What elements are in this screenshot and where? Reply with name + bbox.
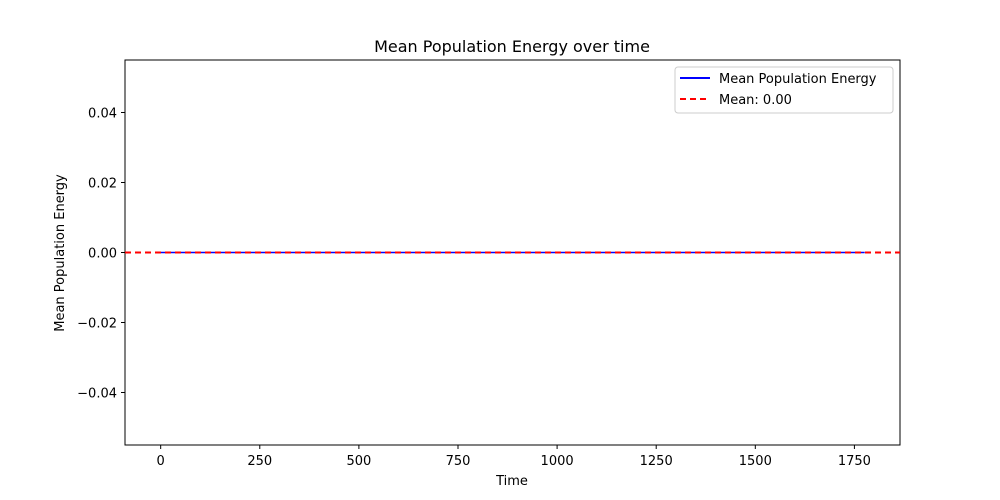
x-tick-label: 0 — [157, 454, 165, 469]
x-axis-title: Time — [495, 474, 528, 489]
x-tick-label: 1500 — [739, 454, 772, 469]
x-tick-label: 1750 — [838, 454, 871, 469]
y-axis-title: Mean Population Energy — [53, 174, 68, 332]
y-tick-label: 0.04 — [88, 107, 117, 122]
legend-label-mean-reference: Mean: 0.00 — [719, 93, 792, 108]
x-tick-label: 750 — [446, 454, 471, 469]
y-tick-label: −0.04 — [77, 387, 117, 402]
legend-box — [674, 66, 894, 114]
chart-title: Mean Population Energy over time — [374, 37, 650, 56]
x-tick-label: 1250 — [640, 454, 673, 469]
x-tick-label: 500 — [346, 454, 371, 469]
legend: Mean Population Energy Mean: 0.00 — [674, 66, 894, 114]
x-axis-ticks: 0 250 500 750 1000 1250 1500 1750 — [157, 445, 871, 469]
x-tick-label: 250 — [247, 454, 272, 469]
y-tick-label: 0.02 — [88, 177, 117, 192]
y-tick-label: −0.02 — [77, 317, 117, 332]
y-tick-label: 0.00 — [88, 247, 117, 262]
legend-label-mean-population-energy: Mean Population Energy — [719, 72, 877, 87]
y-axis-ticks: −0.04 −0.02 0.00 0.02 0.04 — [77, 107, 125, 402]
x-tick-label: 1000 — [541, 454, 574, 469]
